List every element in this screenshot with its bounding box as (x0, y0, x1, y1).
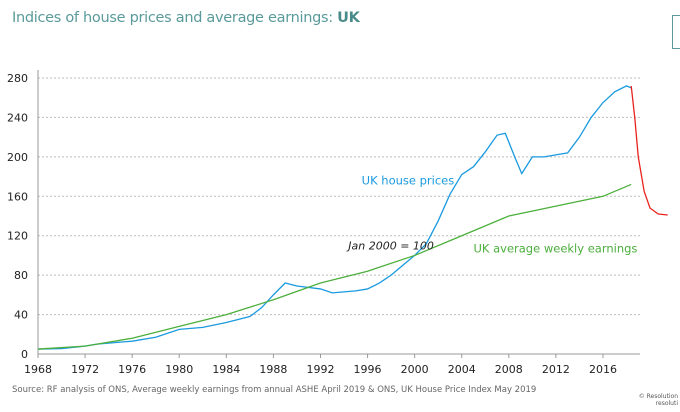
series-line-2 (630, 85, 668, 216)
series-line-1 (37, 183, 632, 350)
chart-title: Indices of house prices and average earn… (12, 10, 360, 26)
x-tick-label: 1996 (354, 363, 382, 376)
x-tick-label: 2012 (542, 363, 570, 376)
x-tick-label: 1984 (212, 363, 240, 376)
copyright-line: resoluti (655, 400, 678, 407)
title-text: Indices of house prices and average earn… (12, 10, 338, 26)
x-tick-label: 1976 (118, 363, 146, 376)
y-tick-label: 280 (7, 72, 28, 85)
x-tick-label: 2008 (495, 363, 523, 376)
series-label: UK house prices (362, 173, 455, 187)
y-tick-label: 240 (7, 111, 28, 124)
copyright-line: © Resolution (638, 393, 678, 400)
y-tick-label: 160 (7, 190, 28, 203)
y-tick-label: 120 (7, 230, 28, 243)
x-tick-label: 1992 (306, 363, 334, 376)
x-tick-label: 2004 (448, 363, 476, 376)
x-tick-label: 1972 (71, 363, 99, 376)
y-tick-label: 0 (21, 348, 28, 361)
x-tick-label: 1980 (165, 363, 193, 376)
series-line-0 (37, 85, 632, 350)
x-tick-label: 2016 (589, 363, 617, 376)
corner-box (672, 15, 680, 49)
x-tick-label: 1968 (24, 363, 52, 376)
y-tick-label: 40 (14, 309, 28, 322)
copyright: © Resolution resoluti (639, 393, 678, 407)
title-bold: UK (337, 10, 360, 26)
x-tick-label: 1988 (259, 363, 287, 376)
y-tick-label: 80 (14, 269, 28, 282)
x-tick-label: 2000 (401, 363, 429, 376)
annotation: Jan 2000 = 100 (346, 240, 434, 253)
source-note: Source: RF analysis of ONS, Average week… (12, 385, 537, 395)
series-label: UK average weekly earnings (473, 241, 637, 255)
y-tick-label: 200 (7, 151, 28, 164)
